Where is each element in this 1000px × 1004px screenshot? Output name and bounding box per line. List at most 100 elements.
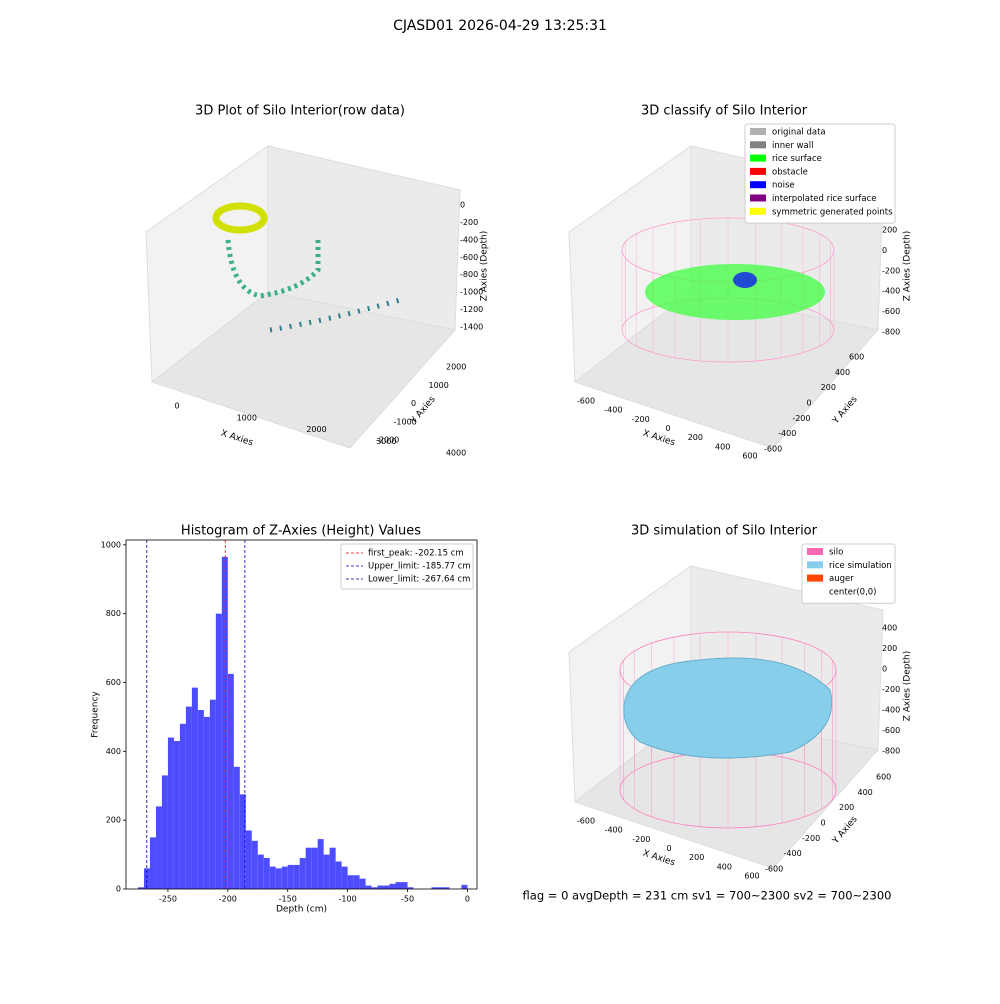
y-tick-label: 400 — [858, 788, 873, 797]
x-tick-label: 200 — [689, 853, 704, 862]
x-tick-label: 600 — [742, 452, 757, 461]
x-tick-label: 200 — [688, 433, 703, 442]
status-text: flag = 0 avgDepth = 231 cm sv1 = 700~230… — [523, 889, 892, 903]
legend-swatch — [807, 587, 823, 595]
bar — [341, 866, 348, 889]
y-tick-label: -200 — [802, 834, 820, 843]
bar — [323, 854, 330, 889]
bar — [431, 887, 438, 889]
z-axis-label: Z Axies (Depth) — [903, 231, 913, 302]
x-tick-label: -200 — [632, 835, 650, 844]
bar — [179, 723, 186, 889]
y-tick-label: 0 — [821, 819, 826, 828]
bar — [167, 737, 174, 889]
legend-swatch — [750, 141, 766, 149]
bar — [251, 840, 258, 889]
x-tick-label: -50 — [401, 895, 414, 904]
pane — [573, 291, 879, 449]
legend-swatch — [750, 194, 766, 202]
bar — [209, 699, 216, 889]
z-tick-label: -400 — [882, 287, 900, 296]
figure-title: CJASD01 2026-04-29 13:25:31 — [393, 18, 607, 34]
z-axis-label: Z Axies (Depth) — [903, 651, 913, 722]
z-tick-label: -800 — [882, 747, 900, 756]
z-tick-label: -400 — [460, 235, 478, 244]
legend-swatch — [750, 128, 766, 135]
bar — [197, 710, 204, 889]
rice-simulation — [623, 657, 833, 759]
x-tick-label: 3000 — [376, 437, 396, 446]
z-tick-label: -400 — [882, 706, 900, 715]
y-tick-label: -600 — [764, 445, 782, 454]
z-tick-label: -600 — [882, 726, 900, 735]
x-tick-label: 0 — [666, 844, 671, 853]
bar — [191, 687, 198, 889]
bar — [149, 837, 156, 889]
bar — [227, 673, 234, 889]
bar — [281, 866, 288, 889]
z-tick-label: -200 — [460, 218, 478, 227]
y-tick-label: 0 — [807, 399, 812, 408]
y-tick-label: 600 — [876, 773, 891, 782]
legend-box — [744, 123, 896, 224]
point-cloud — [212, 202, 268, 234]
x-axis-label: X Axies — [219, 429, 254, 449]
x-tick-label: -600 — [577, 817, 595, 826]
bar — [143, 868, 150, 889]
bar — [155, 806, 162, 889]
legend-swatch — [750, 181, 766, 189]
y-tick-label: 1000 — [429, 381, 449, 390]
bar — [137, 887, 144, 889]
z-tick-label: -1200 — [460, 305, 483, 314]
bar — [245, 830, 252, 889]
y-tick-label: 200 — [821, 383, 836, 392]
bar — [443, 887, 450, 889]
bar — [269, 866, 276, 889]
bar — [347, 875, 354, 889]
x-tick-label: -250 — [159, 895, 177, 904]
bar — [221, 556, 228, 889]
legend-label: first_peak: -202.15 cm — [368, 549, 464, 559]
y-tick-label: 400 — [106, 747, 121, 756]
legend-label: center(0,0) — [829, 587, 877, 597]
z-tick-label: -600 — [882, 307, 900, 316]
x-tick-label: 4000 — [446, 449, 466, 458]
z-tick-label: -1000 — [460, 288, 483, 297]
bar — [407, 887, 414, 889]
bar — [329, 847, 336, 889]
legend-label: Lower_limit: -267.64 cm — [368, 575, 470, 585]
y-tick-label: -400 — [784, 849, 802, 858]
bar — [371, 887, 378, 889]
z-tick-label: 0 — [882, 246, 887, 255]
x-tick-label: 2000 — [306, 425, 326, 434]
y-axis-label: Frequency — [91, 691, 101, 738]
x-tick-label: -100 — [339, 895, 357, 904]
legend-label: original data — [772, 128, 826, 138]
legend-label: auger — [829, 574, 854, 584]
y-axis-label: Y Axies — [830, 394, 859, 426]
legend-label: interpolated rice surface — [772, 194, 877, 204]
y-axis-label: Y Axies — [830, 814, 859, 846]
legend-box — [340, 543, 474, 590]
x-tick-label: 0 — [174, 402, 179, 411]
y-tick-label: 0 — [116, 885, 121, 894]
bar — [335, 861, 342, 889]
z-tick-label: 200 — [882, 644, 897, 653]
legend-label: Upper_limit: -185.77 cm — [368, 562, 471, 572]
legend-label: rice simulation — [829, 561, 892, 571]
y-tick-label: 200 — [839, 803, 854, 812]
x-tick-label: -200 — [632, 415, 650, 424]
bar — [305, 847, 312, 889]
pane — [150, 291, 456, 449]
bar — [239, 794, 246, 889]
bar — [389, 883, 396, 889]
bar — [311, 847, 318, 889]
bar — [293, 864, 300, 889]
bar — [353, 875, 360, 889]
z-tick-label: -1400 — [460, 323, 483, 332]
z-tick-label: -800 — [460, 270, 478, 279]
bar — [275, 868, 282, 889]
z-tick-label: -600 — [460, 253, 478, 262]
y-tick-label: 400 — [835, 368, 850, 377]
